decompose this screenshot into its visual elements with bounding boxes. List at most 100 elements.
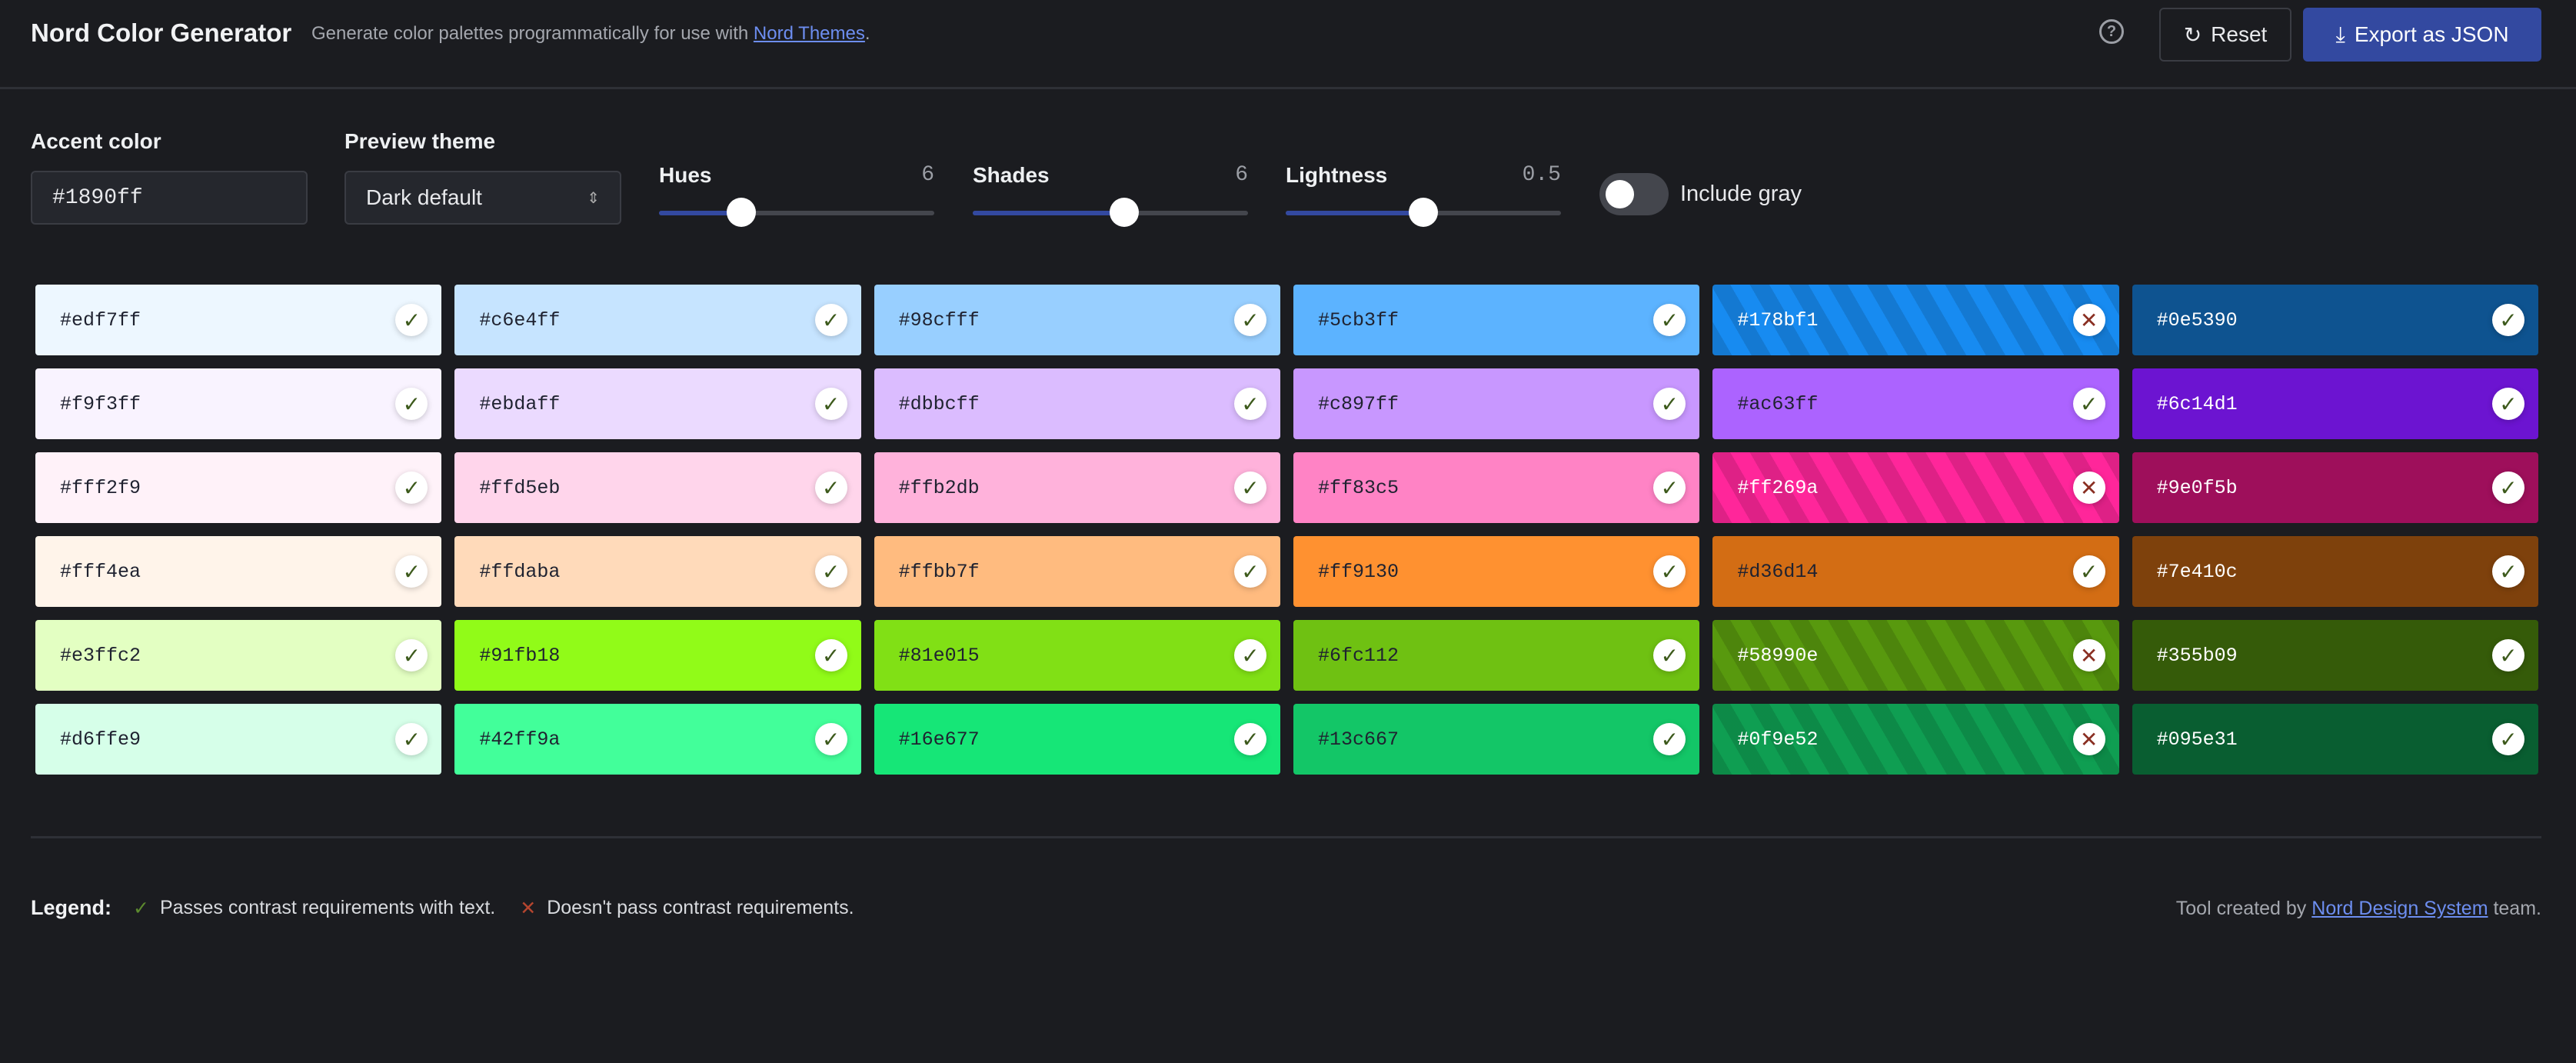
- color-swatch[interactable]: #ff83c5 ✓: [1293, 452, 1700, 523]
- legend-label: Legend:: [31, 896, 111, 919]
- check-icon: ✓: [395, 388, 428, 420]
- app-subtitle: Generate color palettes programmatically…: [311, 23, 870, 45]
- color-swatch[interactable]: #6c14d1 ✓: [2132, 368, 2538, 439]
- credit-suffix: team.: [2488, 898, 2541, 919]
- include-gray-toggle[interactable]: [1599, 173, 1669, 215]
- color-swatch[interactable]: #ffd5eb ✓: [454, 452, 861, 523]
- color-swatch[interactable]: #095e31 ✓: [2132, 704, 2538, 775]
- color-swatch[interactable]: #c6e4ff ✓: [454, 285, 861, 355]
- check-icon: ✓: [395, 723, 428, 755]
- color-swatch[interactable]: #c897ff ✓: [1293, 368, 1700, 439]
- swatch-hex: #f9f3ff: [60, 392, 141, 415]
- swatch-hex: #5cb3ff: [1317, 308, 1399, 332]
- swatch-hex: #6c14d1: [2156, 392, 2238, 415]
- palette-grid: #edf7ff ✓ #c6e4ff ✓ #98cfff ✓ #5cb3ff ✓ #178bf1 ✕…: [35, 285, 2538, 775]
- swatch-hex: #58990e: [1737, 644, 1819, 667]
- slider-thumb[interactable]: [727, 198, 757, 227]
- color-swatch[interactable]: #16e677 ✓: [874, 704, 1280, 775]
- slider-track[interactable]: [1286, 198, 1561, 227]
- color-swatch[interactable]: #ffdaba ✓: [454, 536, 861, 607]
- color-swatch[interactable]: #ebdaff ✓: [454, 368, 861, 439]
- check-icon: ✓: [1653, 555, 1686, 588]
- color-swatch[interactable]: #dbbcff ✓: [874, 368, 1280, 439]
- color-swatch[interactable]: #d36d14 ✓: [1712, 536, 2119, 607]
- swatch-hex: #98cfff: [898, 308, 980, 332]
- include-gray-label: Include gray: [1680, 182, 1802, 206]
- nord-themes-link[interactable]: Nord Themes: [753, 23, 865, 44]
- color-swatch[interactable]: #178bf1 ✕: [1712, 285, 2119, 355]
- slider-fill: [659, 211, 742, 215]
- color-swatch[interactable]: #98cfff ✓: [874, 285, 1280, 355]
- x-icon: ✕: [2072, 472, 2105, 504]
- color-swatch[interactable]: #ff9130 ✓: [1293, 536, 1700, 607]
- color-swatch[interactable]: #d6ffe9 ✓: [35, 704, 442, 775]
- color-swatch[interactable]: #81e015 ✓: [874, 620, 1280, 691]
- swatch-hex: #ffbb7f: [898, 560, 980, 583]
- color-swatch[interactable]: #13c667 ✓: [1293, 704, 1700, 775]
- x-icon: ✕: [2072, 304, 2105, 336]
- check-icon: ✓: [2491, 723, 2524, 755]
- accent-color-input[interactable]: #1890ff: [31, 171, 308, 225]
- swatch-hex: #edf7ff: [60, 308, 141, 332]
- slider-track[interactable]: [973, 198, 1248, 227]
- check-icon: ✓: [2072, 388, 2105, 420]
- swatch-hex: #42ff9a: [479, 728, 561, 751]
- question-circle-icon[interactable]: ?: [2099, 19, 2124, 44]
- check-icon: ✓: [2491, 304, 2524, 336]
- x-icon: ✕: [2072, 723, 2105, 755]
- swatch-hex: #ac63ff: [1737, 392, 1819, 415]
- color-swatch[interactable]: #fff2f9 ✓: [35, 452, 442, 523]
- swatch-hex: #178bf1: [1737, 308, 1819, 332]
- preview-theme-select[interactable]: Dark default ⇕: [344, 171, 621, 225]
- x-icon: ✕: [520, 897, 537, 919]
- export-json-button[interactable]: ⤓ Export as JSON: [2303, 8, 2541, 62]
- swatch-hex: #d36d14: [1737, 560, 1819, 583]
- color-swatch[interactable]: #e3ffc2 ✓: [35, 620, 442, 691]
- shades-slider[interactable]: Shades 6: [973, 163, 1248, 227]
- color-swatch[interactable]: #edf7ff ✓: [35, 285, 442, 355]
- lightness-value: 0.5: [1522, 163, 1561, 187]
- toggle-knob: [1606, 180, 1634, 208]
- check-icon: ✓: [814, 555, 847, 588]
- check-icon: ✓: [1653, 472, 1686, 504]
- swatch-hex: #81e015: [898, 644, 980, 667]
- swatch-hex: #16e677: [898, 728, 980, 751]
- swatch-hex: #095e31: [2156, 728, 2238, 751]
- swatch-hex: #6fc112: [1317, 644, 1399, 667]
- slider-track[interactable]: [659, 198, 934, 227]
- color-swatch[interactable]: #7e410c ✓: [2132, 536, 2538, 607]
- check-icon: ✓: [2491, 639, 2524, 671]
- color-swatch[interactable]: #58990e ✕: [1712, 620, 2119, 691]
- check-icon: ✓: [2491, 472, 2524, 504]
- hues-slider[interactable]: Hues 6: [659, 163, 934, 227]
- color-swatch[interactable]: #9e0f5b ✓: [2132, 452, 2538, 523]
- color-swatch[interactable]: #0f9e52 ✕: [1712, 704, 2119, 775]
- swatch-hex: #fff4ea: [60, 560, 141, 583]
- nord-design-system-link[interactable]: Nord Design System: [2311, 898, 2488, 919]
- color-swatch[interactable]: #6fc112 ✓: [1293, 620, 1700, 691]
- color-swatch[interactable]: #ac63ff ✓: [1712, 368, 2119, 439]
- color-swatch[interactable]: #ffb2db ✓: [874, 452, 1280, 523]
- color-swatch[interactable]: #355b09 ✓: [2132, 620, 2538, 691]
- shades-label: Shades: [973, 163, 1050, 187]
- color-swatch[interactable]: #fff4ea ✓: [35, 536, 442, 607]
- slider-thumb[interactable]: [1409, 198, 1438, 227]
- check-icon: ✓: [1233, 639, 1266, 671]
- slider-thumb[interactable]: [1109, 198, 1139, 227]
- color-swatch[interactable]: #ffbb7f ✓: [874, 536, 1280, 607]
- x-icon: ✕: [2072, 639, 2105, 671]
- color-swatch[interactable]: #ff269a ✕: [1712, 452, 2119, 523]
- reset-button[interactable]: ↻ Reset: [2159, 8, 2291, 62]
- legend-pass-text: Passes contrast requirements with text.: [159, 897, 496, 918]
- color-swatch[interactable]: #91fb18 ✓: [454, 620, 861, 691]
- swatch-hex: #ff9130: [1317, 560, 1399, 583]
- lightness-slider[interactable]: Lightness 0.5: [1286, 163, 1561, 227]
- color-swatch[interactable]: #42ff9a ✓: [454, 704, 861, 775]
- color-swatch[interactable]: #0e5390 ✓: [2132, 285, 2538, 355]
- swatch-hex: #ffd5eb: [479, 476, 561, 499]
- export-label: Export as JSON: [2354, 22, 2509, 46]
- subtitle-text: Generate color palettes programmatically…: [311, 23, 754, 44]
- color-swatch[interactable]: #f9f3ff ✓: [35, 368, 442, 439]
- color-swatch[interactable]: #5cb3ff ✓: [1293, 285, 1700, 355]
- swatch-hex: #0f9e52: [1737, 728, 1819, 751]
